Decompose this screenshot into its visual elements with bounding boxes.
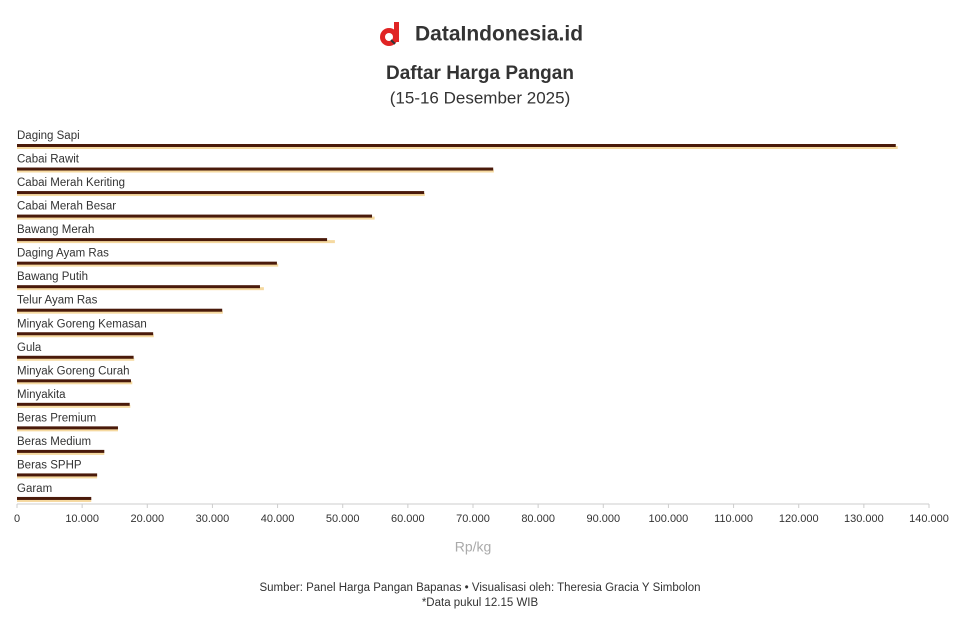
x-tick-label: 100.000 (649, 513, 689, 525)
bar (17, 451, 105, 455)
category-label: Bawang Merah (17, 224, 94, 236)
category-label: Beras Medium (17, 436, 91, 448)
category-label: Cabai Rawit (17, 154, 80, 166)
x-tick-label: 50.000 (326, 513, 360, 525)
bar (17, 310, 223, 314)
category-label: Minyak Goreng Curah (17, 365, 130, 377)
x-tick-label: 30.000 (196, 513, 230, 525)
x-tick-label: 80.000 (521, 513, 555, 525)
bar (17, 216, 375, 220)
category-label: Gula (17, 342, 42, 354)
x-tick-label: 140.000 (909, 513, 949, 525)
bar (17, 261, 277, 265)
x-tick-label: 10.000 (65, 513, 99, 525)
bar (17, 332, 154, 336)
bar (17, 357, 135, 361)
bar (17, 404, 131, 408)
chart-subtitle: (15-16 Desember 2025) (390, 88, 570, 107)
x-tick-label: 20.000 (130, 513, 164, 525)
bar (17, 426, 118, 430)
bar (17, 449, 105, 453)
bar (17, 214, 373, 218)
category-label: Minyakita (17, 389, 66, 401)
chart-title: Daftar Harga Pangan (386, 63, 574, 84)
x-tick-label: 0 (14, 513, 20, 525)
bar (17, 355, 134, 359)
bar (17, 308, 223, 312)
category-label: Cabai Merah Besar (17, 201, 116, 213)
category-label: Beras Premium (17, 412, 96, 424)
x-tick-label: 120.000 (779, 513, 819, 525)
logo (380, 22, 399, 46)
category-label: Bawang Putih (17, 271, 88, 283)
x-tick-label: 110.000 (714, 513, 753, 525)
source: Sumber: Panel Harga Pangan Bapanas • Vis… (259, 582, 700, 594)
bar (17, 238, 328, 242)
category-label: Daging Sapi (17, 130, 80, 142)
bar (17, 169, 494, 173)
bar (17, 191, 425, 195)
bar (17, 379, 131, 383)
bar (17, 381, 133, 385)
x-tick-label: 90.000 (586, 513, 620, 525)
bar (17, 287, 264, 291)
x-tick-label: 60.000 (391, 513, 425, 525)
bar (17, 498, 92, 502)
bar (17, 475, 98, 479)
bar (17, 144, 896, 147)
category-label: Garam (17, 483, 52, 495)
bar (17, 285, 260, 289)
bar (17, 334, 154, 338)
category-label: Telur Ayam Ras (17, 295, 98, 307)
note: *Data pukul 12.15 WIB (422, 597, 539, 609)
bar (17, 263, 279, 267)
bar (17, 193, 425, 197)
category-label: Beras SPHP (17, 459, 82, 471)
x-axis-label: Rp/kg (455, 539, 492, 555)
x-tick-label: 70.000 (456, 513, 490, 525)
x-tick-label: 40.000 (261, 513, 295, 525)
bar (17, 496, 92, 500)
bar (17, 240, 335, 244)
bar (17, 146, 898, 149)
category-label: Minyak Goreng Kemasan (17, 318, 147, 330)
bar (17, 402, 130, 406)
category-label: Cabai Merah Keriting (17, 177, 125, 189)
bar (17, 167, 494, 171)
x-tick-label: 130.000 (844, 513, 884, 525)
category-label: Daging Ayam Ras (17, 248, 109, 260)
brand: DataIndonesia.id (415, 23, 583, 46)
bar (17, 473, 98, 477)
bar (17, 428, 118, 432)
